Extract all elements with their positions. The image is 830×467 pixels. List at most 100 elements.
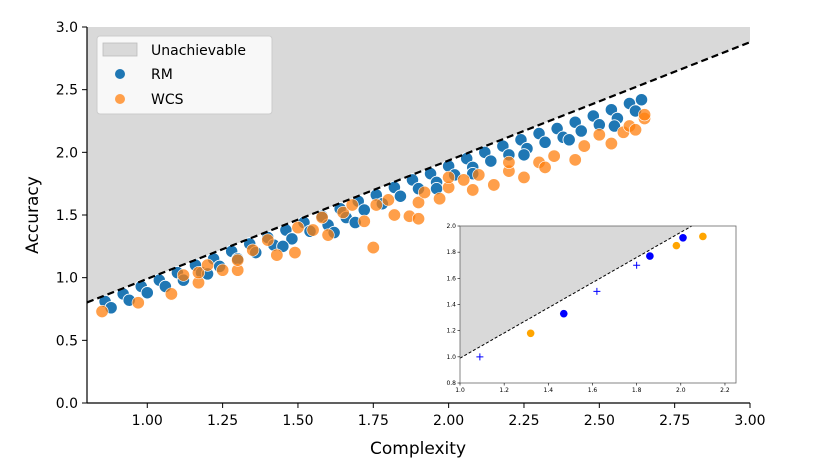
point-wcs	[369, 198, 383, 212]
y-tick-label: 0.0	[56, 396, 78, 412]
point-wcs	[487, 178, 501, 192]
inset-chart: 1.0 1.2 1.4 1.6 1.8 2.0 2.2 0.8 1.0 1.2 1.4 1.6 1.8…	[446, 223, 737, 394]
inset-x-tick-label: 1.4	[544, 387, 554, 394]
point-wcs	[472, 168, 486, 182]
inset-y-tick-label: 1.4	[446, 302, 456, 309]
point-rm	[285, 232, 299, 246]
point-wcs	[192, 266, 206, 280]
x-tick-label: 2.50	[584, 413, 615, 429]
point-wcs	[517, 170, 531, 184]
point-rm	[517, 148, 531, 162]
points-layer	[95, 93, 652, 319]
point-wcs	[321, 228, 335, 242]
point-wcs	[411, 195, 425, 209]
inset-blue-point	[559, 309, 568, 318]
inset-y-tick-label: 1.8	[446, 249, 456, 256]
inset-x-tick-label: 1.2	[499, 387, 509, 394]
point-wcs	[315, 211, 329, 225]
y-tick-label: 2.0	[56, 145, 78, 161]
point-wcs	[568, 153, 582, 167]
point-rm	[484, 154, 498, 168]
point-wcs	[201, 258, 215, 272]
point-wcs	[418, 185, 432, 199]
inset-orange-point	[672, 241, 681, 250]
inset-y-ticks: 0.8 1.0 1.2 1.4 1.6 1.8 2.0	[446, 223, 460, 387]
point-wcs	[95, 305, 109, 319]
y-tick-label: 3.0	[56, 20, 78, 36]
point-rm	[393, 189, 408, 203]
inset-boundary-line	[459, 225, 693, 359]
x-tick-label: 2.00	[433, 413, 464, 429]
y-axis-label: Accuracy	[23, 176, 43, 254]
point-wcs	[433, 192, 447, 206]
legend-marker-rm	[115, 69, 125, 79]
point-wcs	[592, 128, 606, 142]
point-wcs	[457, 173, 471, 187]
point-wcs	[577, 139, 591, 153]
legend-box	[96, 35, 273, 115]
point-rm	[140, 286, 154, 300]
inset-x-tick-label: 2.2	[720, 387, 730, 394]
inset-plus-point	[593, 287, 601, 295]
legend: Unachievable RM WCS	[96, 35, 273, 115]
inset-y-tick-label: 1.0	[446, 354, 456, 361]
point-rm	[538, 135, 552, 149]
point-wcs	[288, 246, 302, 260]
x-axis-label: Complexity	[370, 439, 466, 459]
point-wcs	[336, 205, 350, 219]
inset-orange-point	[699, 232, 707, 241]
legend-label-unachievable: Unachievable	[151, 43, 246, 59]
inset-y-tick-label: 1.2	[446, 328, 456, 335]
y-tick-label: 1.0	[56, 271, 78, 287]
inset-blue-point	[646, 252, 654, 260]
point-wcs	[366, 241, 380, 255]
inset-y-tick-label: 2.0	[446, 223, 456, 230]
point-wcs	[638, 108, 652, 122]
inset-orange-point	[526, 329, 535, 338]
point-wcs	[231, 253, 245, 267]
legend-marker-wcs	[115, 94, 125, 104]
y-tick-label: 2.5	[56, 83, 78, 99]
point-wcs	[291, 221, 305, 235]
x-tick-label: 1.25	[207, 413, 238, 429]
inset-plus-point	[633, 261, 641, 269]
point-wcs	[538, 160, 552, 174]
legend-label-wcs: WCS	[151, 92, 184, 108]
point-wcs	[246, 243, 260, 257]
point-wcs	[442, 170, 456, 184]
point-rm	[607, 119, 622, 133]
inset-x-ticks: 1.0 1.2 1.4 1.6 1.8 2.0 2.2	[455, 383, 730, 394]
point-wcs	[164, 287, 178, 301]
point-wcs	[628, 123, 642, 137]
x-ticks: 1.00 1.25 1.50 1.75 2.00 2.25 2.50 2.75 3.00	[132, 403, 766, 429]
inset-x-tick-label: 1.8	[632, 387, 642, 394]
point-rm	[634, 93, 649, 107]
inset-x-tick-label: 1.6	[588, 387, 598, 394]
x-tick-label: 1.75	[358, 413, 389, 429]
point-wcs	[387, 208, 401, 222]
inset-y-tick-label: 0.8	[446, 380, 456, 387]
point-rm	[357, 203, 371, 217]
point-rm	[562, 133, 576, 147]
point-wcs	[411, 212, 425, 226]
x-tick-label: 3.00	[734, 413, 765, 429]
point-rm	[574, 124, 588, 138]
point-wcs	[176, 268, 190, 282]
point-wcs	[547, 149, 561, 163]
inset-points-layer	[476, 232, 707, 361]
inset-plus-point	[476, 353, 484, 361]
point-wcs	[357, 214, 371, 228]
x-tick-label: 1.50	[282, 413, 313, 429]
x-tick-label: 2.75	[659, 413, 690, 429]
point-wcs	[306, 223, 320, 237]
boundary-line	[86, 41, 751, 304]
point-wcs	[216, 263, 230, 277]
point-wcs	[270, 248, 284, 262]
legend-swatch-unachievable	[102, 42, 138, 57]
inset-y-tick-label: 1.6	[446, 275, 456, 282]
y-tick-label: 1.5	[56, 208, 78, 224]
point-wcs	[502, 155, 516, 169]
point-wcs	[261, 233, 275, 247]
y-tick-label: 0.5	[56, 333, 78, 349]
